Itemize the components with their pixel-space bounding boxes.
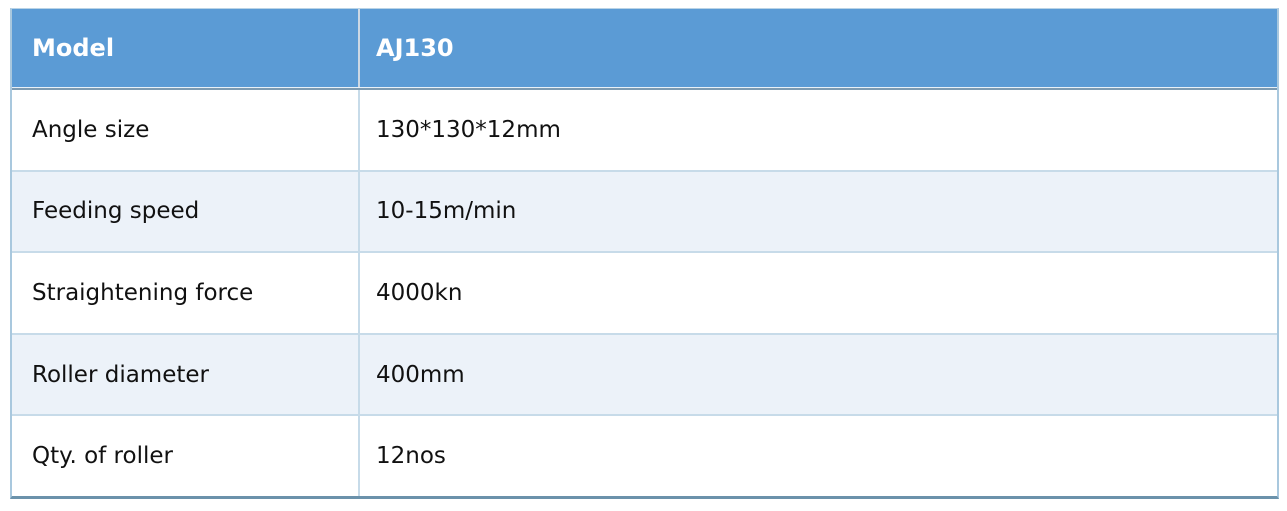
table-row-angle-size: Angle size 130*130*12mm: [12, 90, 1277, 172]
row-value: 400mm: [376, 361, 465, 388]
row-value: 10-15m/min: [376, 198, 517, 225]
row-label: Roller diameter: [12, 334, 360, 415]
row-label: Qty. of roller: [12, 416, 360, 496]
table-row-straightening-force: Straightening force 4000kn: [12, 253, 1277, 335]
product-spec-table: Model AJ130 Angle size 130*130*12mm Feed…: [10, 8, 1279, 499]
header-cell-model: Model: [12, 9, 360, 87]
table-row-feeding-speed: Feeding speed 10-15m/min: [12, 171, 1277, 254]
row-label: Angle size: [12, 90, 360, 170]
row-label: Straightening force: [12, 253, 360, 333]
table-row-roller-diameter: Roller diameter 400mm: [12, 334, 1277, 417]
row-value: 130*130*12mm: [376, 116, 561, 143]
header-divider-highlight: [12, 87, 1277, 88]
row-value: 4000kn: [376, 279, 463, 306]
row-label: Feeding speed: [12, 171, 360, 252]
row-value: 12nos: [376, 443, 446, 470]
header-divider-rule: [12, 88, 1277, 90]
table-row-qty-of-roller: Qty. of roller 12nos: [12, 416, 1277, 496]
header-cell-model-number: AJ130: [376, 34, 454, 62]
table-header-row: Model AJ130: [12, 9, 1277, 87]
